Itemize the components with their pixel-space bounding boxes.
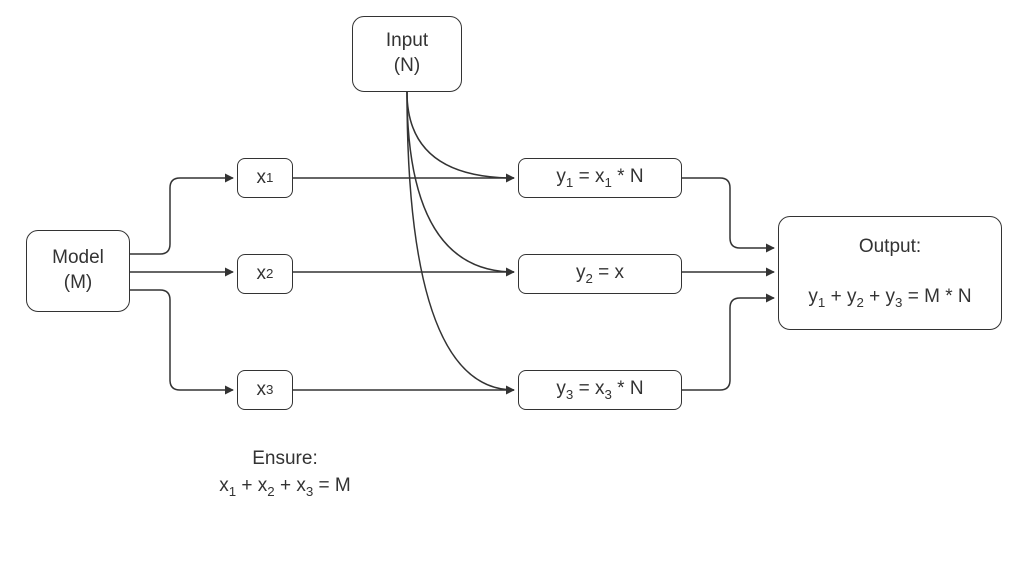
node-y1: y1 = x1 * N — [518, 158, 682, 198]
y1-s2: 1 — [604, 175, 611, 190]
node-x2-sub: 2 — [266, 265, 273, 282]
out-s2: 2 — [856, 294, 863, 309]
edge-input-to-y3 — [407, 92, 514, 390]
node-y3: y3 = x3 * N — [518, 370, 682, 410]
y3-suf: * N — [612, 378, 644, 399]
y3-m: = x — [573, 378, 604, 399]
node-x3-var: x — [257, 378, 267, 403]
node-x3: x3 — [237, 370, 293, 410]
node-x1: x1 — [237, 158, 293, 198]
node-input-label2: (N) — [394, 55, 420, 76]
node-output: Output: y1 + y2 + y3 = M * N — [778, 216, 1002, 330]
y3-s2: 3 — [604, 387, 611, 402]
node-x2: x2 — [237, 254, 293, 294]
edge-y1-to-output — [682, 178, 774, 248]
out-suf: = M * N — [902, 286, 971, 307]
edge-input-to-y2 — [407, 92, 514, 272]
out-p3: + y — [864, 286, 895, 307]
node-model: Model (M) — [26, 230, 130, 312]
ann-p2: + x — [236, 475, 267, 496]
ann-p3: + x — [275, 475, 306, 496]
output-title: Output: — [859, 236, 921, 257]
ann-s2: 2 — [267, 483, 274, 498]
y2-m: = x — [593, 262, 624, 283]
y2-s1: 2 — [585, 271, 592, 286]
node-x2-var: x — [257, 262, 267, 287]
out-p1: y — [808, 286, 818, 307]
node-x3-sub: 3 — [266, 381, 273, 398]
edge-y3-to-output — [682, 298, 774, 390]
node-model-label2: (M) — [64, 272, 92, 293]
edge-model-to-x1 — [130, 178, 233, 254]
node-x1-sub: 1 — [266, 169, 273, 186]
node-model-label1: Model — [52, 247, 104, 268]
y3-p: y — [556, 378, 566, 399]
y1-m: = x — [573, 166, 604, 187]
annotation-ensure: Ensure: x1 + x2 + x3 = M — [180, 446, 390, 501]
node-x1-var: x — [257, 166, 267, 191]
node-input: Input (N) — [352, 16, 462, 92]
ann-title: Ensure: — [252, 448, 317, 469]
y1-suf: * N — [612, 166, 644, 187]
ann-p1: x — [219, 475, 229, 496]
node-input-label1: Input — [386, 30, 428, 51]
edge-input-to-y1 — [407, 92, 514, 178]
edge-model-to-x3 — [130, 290, 233, 390]
out-p2: + y — [825, 286, 856, 307]
node-y2: y2 = x — [518, 254, 682, 294]
ann-suf: = M — [313, 475, 350, 496]
y1-p: y — [556, 166, 566, 187]
